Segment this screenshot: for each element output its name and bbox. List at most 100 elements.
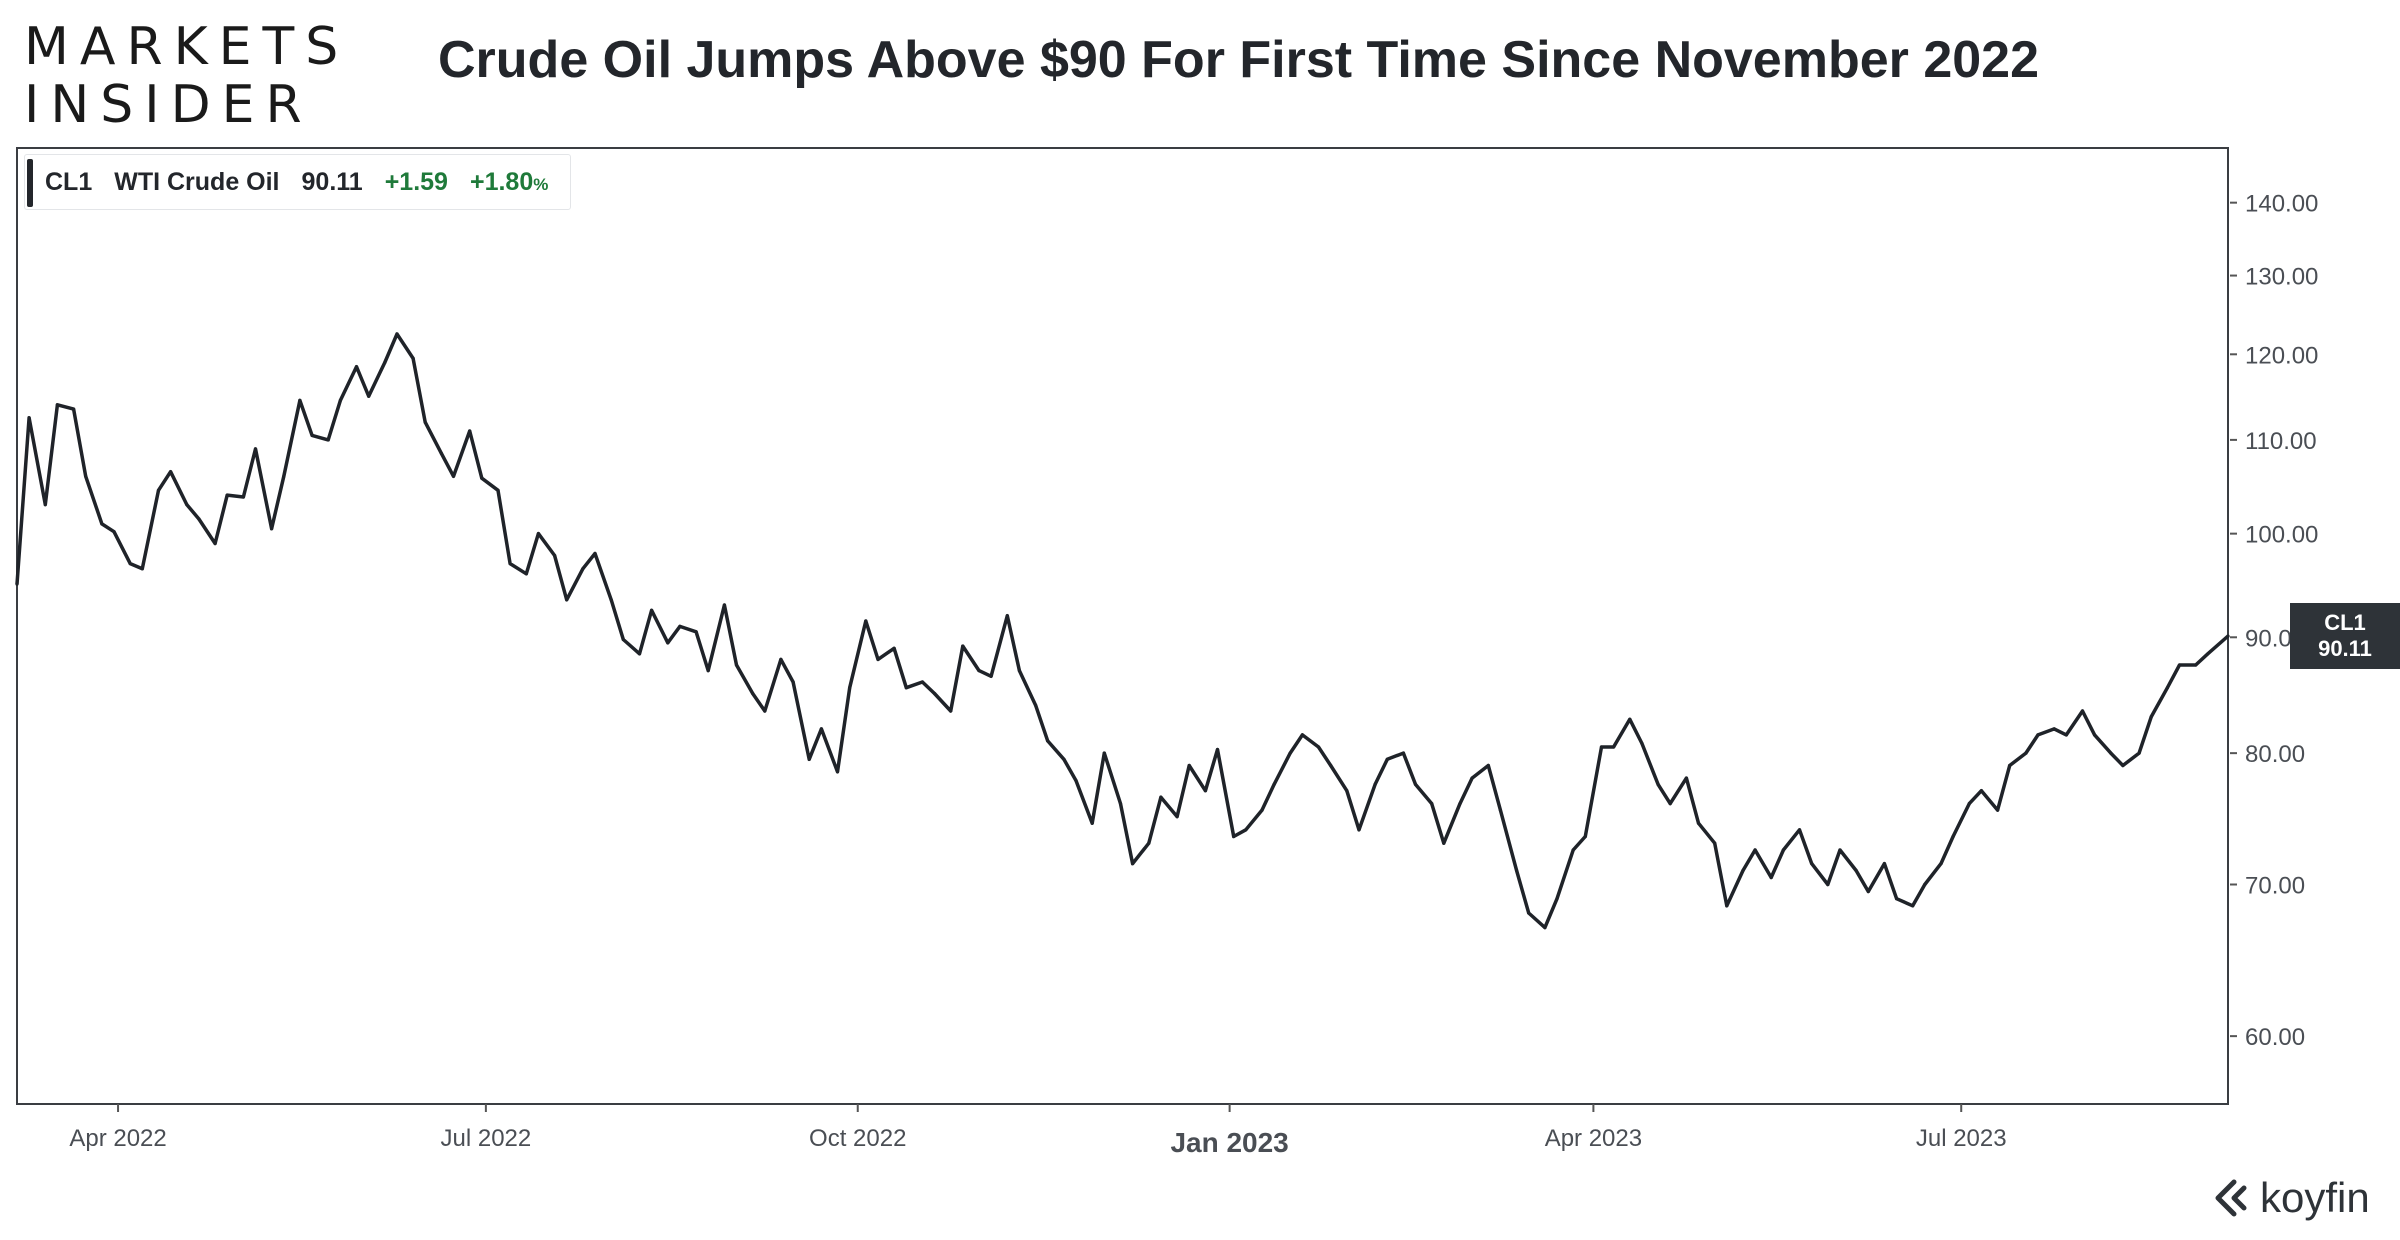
data-point [1017,669,1022,673]
data-point [1854,868,1858,873]
data-point [298,398,302,402]
data-point [241,495,245,499]
legend-pct-sign: % [533,174,549,194]
data-point [100,522,104,526]
legend-name: WTI Crude Oil [114,167,280,196]
brand-line-2: INSIDER [24,75,313,135]
data-point [310,433,314,437]
data-point [128,562,132,566]
data-point [2052,727,2056,731]
data-point [1357,828,1361,832]
data-point [1385,757,1389,761]
data-point [2064,733,2068,737]
data-point [1753,848,1757,852]
data-point [1005,614,1009,618]
data-point [1074,779,1078,783]
data-point [411,356,415,360]
data-point [1555,897,1559,901]
legend-ticker: CL1 [45,167,93,196]
data-point [1826,882,1830,887]
data-point [1373,782,1377,787]
data-point [423,420,427,424]
data-point [439,451,443,455]
y-tick-label: 60.00 [2245,1024,2305,1051]
data-point [565,598,569,602]
data-point [904,686,908,690]
data-point [1147,841,1151,845]
data-point [1996,808,2000,812]
data-point [1583,834,1587,839]
y-tick-label: 70.00 [2245,872,2305,899]
x-tick-label: Apr 2022 [69,1125,166,1152]
data-point [2109,751,2113,755]
data-point [1215,747,1220,752]
data-point [72,407,76,411]
data-point [1458,802,1462,806]
data-point [1895,897,1899,901]
data-point [1288,751,1292,755]
data-point [835,770,840,774]
data-point [1244,828,1248,832]
data-point [1781,848,1785,852]
price-tag-value: 90.11 [2318,636,2372,661]
x-tick-label: Apr 2023 [1545,1125,1642,1152]
data-point [338,398,342,402]
y-tick-label: 110.00 [2245,428,2317,455]
data-point [848,686,852,690]
data-point [1430,802,1434,806]
data-point [1939,862,1943,866]
data-point [2036,733,2040,737]
data-point [1866,889,1870,894]
data-point [1543,926,1547,930]
data-point [1668,802,1672,806]
data-point [213,541,217,546]
data-point [977,669,981,673]
data-point [581,567,585,571]
data-point [27,416,31,420]
data-point [1442,841,1446,845]
data-point [253,447,258,451]
data-point [1329,763,1333,768]
data-point [480,476,484,480]
data-point [949,709,953,713]
data-point [1034,703,1038,707]
series-line-cl1 [15,332,2230,930]
y-tick-label: 120.00 [2245,342,2318,369]
koyfin-watermark: koyfin [2212,1174,2370,1221]
data-point [694,630,698,634]
data-point [2080,709,2085,713]
data-point [892,646,896,650]
data-point [751,691,755,696]
data-point [1203,789,1207,793]
data-point [1741,868,1745,873]
x-tick-label: Oct 2022 [809,1125,906,1152]
data-point [1951,834,1955,839]
data-point [468,429,472,433]
data-point [819,727,824,731]
data-point [1656,782,1660,787]
data-point [197,517,201,521]
x-axis: Apr 2022 Jul 2022 Oct 2022 Jan 2023 Apr 2023… [69,1104,2007,1158]
data-point [524,572,528,576]
data-point [609,598,613,602]
data-point [326,438,330,442]
legend-change-pct-value: +1.80 [469,167,534,196]
data-point [553,553,557,558]
data-point [1300,733,1304,737]
data-point [1515,868,1519,873]
data-point [2137,751,2141,755]
data-point [2024,751,2028,755]
data-point [383,360,387,365]
data-point [1599,745,1604,749]
last-price-tag: CL1 90.11 [2290,603,2400,669]
data-point [354,365,359,369]
data-point [15,582,19,586]
data-point [2121,763,2125,768]
data-point [666,641,670,645]
data-point [1769,875,1773,880]
data-point [1923,882,1927,887]
data-point [1911,904,1915,908]
data-point [1260,808,1264,812]
data-point [1979,789,1983,793]
